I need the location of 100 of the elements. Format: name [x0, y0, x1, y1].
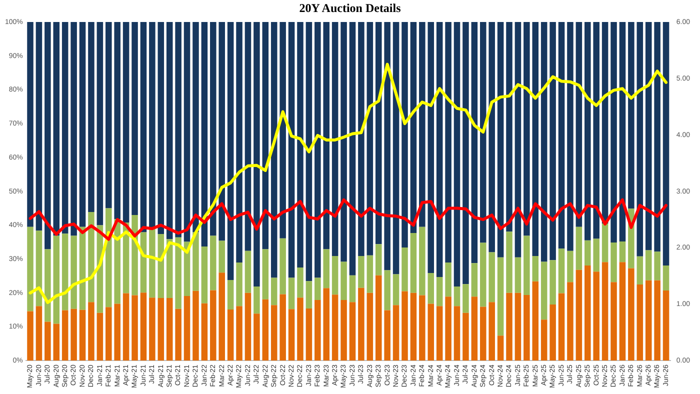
bar — [550, 304, 556, 361]
bar — [593, 272, 600, 361]
bar — [88, 302, 94, 361]
bar — [392, 305, 400, 361]
bar — [27, 226, 34, 312]
bar — [654, 280, 660, 361]
bar — [532, 281, 539, 361]
bar — [218, 22, 225, 241]
bar — [462, 284, 469, 313]
bar — [254, 286, 260, 314]
bar — [402, 248, 408, 292]
bar — [210, 236, 216, 290]
bar — [288, 22, 295, 278]
bar — [445, 262, 452, 297]
bar — [436, 22, 443, 278]
bar — [323, 288, 330, 361]
bar — [149, 22, 156, 229]
bar — [340, 262, 347, 300]
bar — [593, 22, 600, 239]
bar — [514, 257, 522, 293]
bar — [192, 290, 199, 361]
bar — [445, 296, 452, 361]
bar — [158, 22, 164, 234]
bar — [445, 22, 452, 262]
bar — [27, 22, 34, 227]
bar — [96, 312, 104, 361]
bar — [332, 256, 338, 295]
bar — [227, 310, 234, 361]
bar — [567, 22, 574, 251]
bar — [662, 22, 670, 266]
bar — [201, 22, 208, 247]
bar — [540, 320, 548, 361]
bar — [366, 255, 374, 293]
bar — [540, 262, 548, 320]
bar — [532, 22, 539, 256]
bar — [88, 22, 94, 212]
bar — [524, 22, 530, 236]
bar — [175, 308, 182, 361]
bar — [480, 306, 486, 361]
bar — [419, 295, 426, 361]
bar — [419, 22, 426, 227]
bar — [471, 22, 478, 264]
bar — [149, 298, 156, 361]
bar — [106, 307, 112, 361]
bar — [210, 22, 216, 236]
chart-title: 20Y Auction Details — [298, 1, 402, 16]
bar — [488, 252, 495, 302]
bar — [375, 275, 382, 361]
bar — [358, 256, 364, 288]
bar — [166, 298, 173, 361]
bar — [236, 22, 242, 262]
bar — [514, 22, 522, 258]
bar — [122, 293, 130, 361]
bar — [514, 292, 522, 361]
bar — [132, 22, 138, 216]
bar — [471, 263, 478, 297]
bar — [288, 309, 295, 361]
bar — [262, 249, 269, 300]
bar — [280, 238, 286, 294]
bar — [96, 22, 104, 226]
bar — [254, 22, 260, 286]
bar — [70, 236, 77, 309]
bar — [584, 22, 591, 240]
bar — [53, 324, 60, 361]
bar — [314, 22, 321, 278]
bar — [462, 22, 469, 284]
bar — [88, 212, 94, 302]
bar — [323, 22, 330, 250]
bar — [36, 22, 42, 231]
bar — [114, 22, 120, 220]
bar — [602, 262, 608, 361]
bar — [201, 303, 208, 361]
bar — [366, 292, 374, 361]
bar — [628, 268, 634, 361]
bar — [227, 280, 234, 310]
bar — [375, 244, 382, 276]
bar — [540, 22, 548, 262]
bar — [497, 257, 504, 336]
bar — [227, 22, 234, 280]
bar — [454, 286, 460, 306]
bar — [114, 304, 120, 361]
bar — [636, 284, 644, 361]
bar — [349, 302, 356, 361]
bar — [619, 22, 626, 242]
bar — [419, 226, 426, 296]
bar — [488, 22, 495, 252]
bar — [27, 311, 34, 361]
bar — [584, 265, 591, 361]
bar — [280, 22, 286, 238]
bar — [392, 274, 400, 306]
bar — [314, 300, 321, 361]
bar — [244, 22, 252, 251]
bar — [140, 292, 147, 361]
bar — [584, 240, 591, 266]
bar — [340, 22, 347, 262]
bar — [53, 236, 60, 324]
bar — [106, 22, 112, 208]
bar — [576, 270, 582, 361]
bar — [506, 22, 512, 232]
bar — [262, 22, 269, 250]
